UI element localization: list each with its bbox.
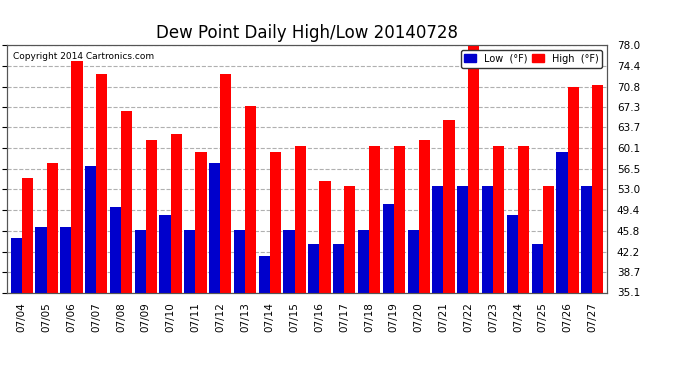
Text: Copyright 2014 Cartronics.com: Copyright 2014 Cartronics.com [13, 53, 154, 62]
Bar [493, 146, 504, 375]
Bar [234, 230, 245, 375]
Bar [444, 120, 455, 375]
Bar [10, 238, 22, 375]
Bar [121, 111, 132, 375]
Bar [195, 152, 206, 375]
Bar [159, 215, 170, 375]
Bar [383, 204, 394, 375]
Bar [592, 86, 604, 375]
Bar [482, 186, 493, 375]
Bar [35, 227, 47, 375]
Bar [47, 163, 58, 375]
Bar [469, 39, 480, 375]
Bar [295, 146, 306, 375]
Bar [146, 140, 157, 375]
Bar [333, 244, 344, 375]
Bar [22, 178, 33, 375]
Bar [259, 256, 270, 375]
Bar [506, 215, 518, 375]
Bar [567, 87, 579, 375]
Bar [284, 230, 295, 375]
Bar [433, 186, 444, 375]
Bar [71, 61, 83, 375]
Bar [245, 106, 256, 375]
Bar [170, 134, 181, 375]
Bar [394, 146, 405, 375]
Bar [369, 146, 380, 375]
Bar [209, 163, 220, 375]
Bar [319, 181, 331, 375]
Bar [270, 152, 281, 375]
Bar [581, 186, 592, 375]
Bar [135, 230, 146, 375]
Bar [184, 230, 195, 375]
Bar [358, 230, 369, 375]
Bar [408, 230, 419, 375]
Title: Dew Point Daily High/Low 20140728: Dew Point Daily High/Low 20140728 [156, 24, 458, 42]
Bar [457, 186, 469, 375]
Bar [543, 186, 554, 375]
Bar [556, 152, 567, 375]
Bar [85, 166, 96, 375]
Bar [419, 140, 430, 375]
Bar [531, 244, 543, 375]
Bar [344, 186, 355, 375]
Bar [60, 227, 71, 375]
Bar [96, 74, 108, 375]
Bar [220, 74, 231, 375]
Legend: Low  (°F), High  (°F): Low (°F), High (°F) [460, 50, 602, 68]
Bar [308, 244, 319, 375]
Bar [518, 146, 529, 375]
Bar [110, 207, 121, 375]
